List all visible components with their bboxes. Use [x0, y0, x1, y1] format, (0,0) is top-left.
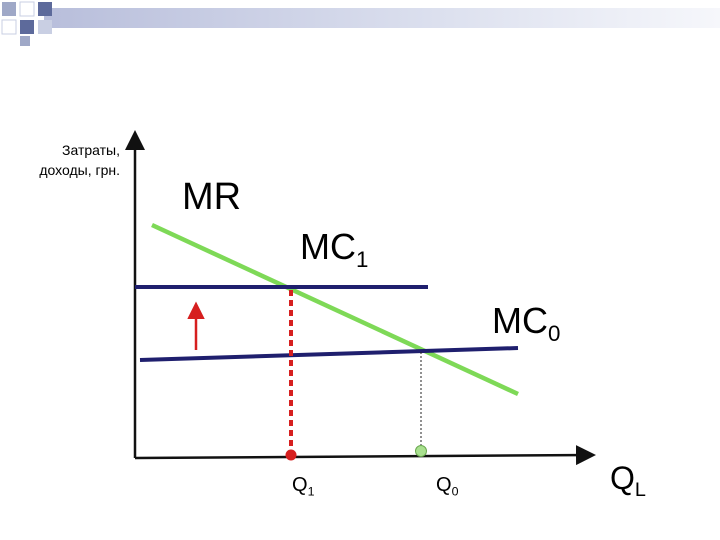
- q1-marker: [285, 449, 297, 461]
- y-axis-label: Затраты, доходы, грн.: [8, 140, 120, 180]
- deco-square: [38, 2, 52, 16]
- x-axis: [134, 445, 596, 466]
- deco-square: [38, 20, 52, 34]
- mr-label: MR: [182, 176, 242, 218]
- header-gradient-band: [44, 8, 720, 28]
- deco-square: [20, 20, 34, 34]
- y-axis-label-line: доходы, грн.: [39, 162, 120, 178]
- mc0-curve: [139, 346, 519, 362]
- deco-square: [20, 36, 30, 46]
- deco-square: [1, 19, 17, 35]
- mc1-label: MC1: [300, 226, 369, 272]
- mc0-label: MC0: [492, 300, 561, 346]
- header-decoration: [1, 1, 720, 46]
- deco-square: [19, 1, 35, 17]
- q0-tick-label: Q0: [436, 474, 459, 499]
- q1-tick-label: Q1: [292, 474, 315, 499]
- q0-marker: [415, 445, 427, 457]
- y-axis-label-line: Затраты,: [62, 142, 120, 158]
- x-axis-label: QL: [610, 460, 646, 501]
- mr-curve: [151, 222, 519, 397]
- deco-square: [2, 2, 16, 16]
